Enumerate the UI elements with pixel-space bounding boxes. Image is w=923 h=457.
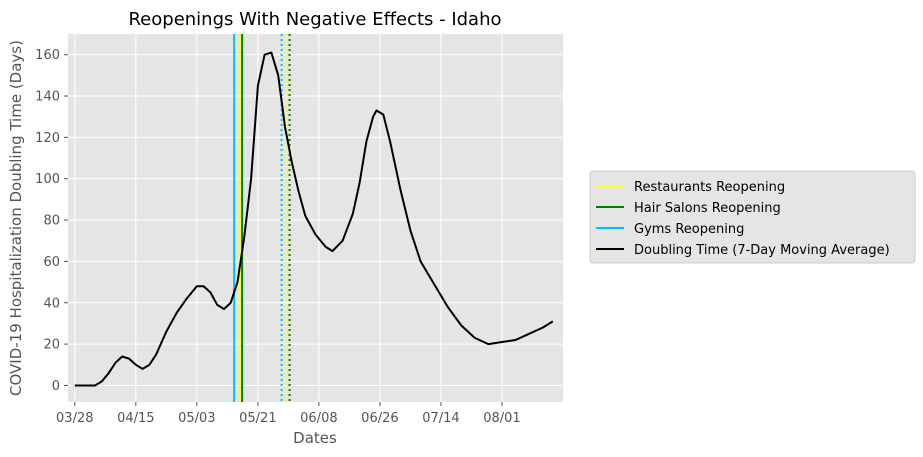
series-group (74, 51, 554, 387)
chart-title: Reopenings With Negative Effects - Idaho (128, 9, 501, 30)
y-axis-title: COVID-19 Hospitalization Doubling Time (… (7, 40, 25, 396)
x-tick-label: 07/14 (422, 411, 459, 426)
legend-label-hair-salons: Hair Salons Reopening (634, 201, 781, 216)
y-tick-labels: 0 20 40 60 80 100 120 140 160 (35, 48, 68, 394)
x-tick-label: 05/03 (178, 411, 215, 426)
legend-box (589, 170, 916, 264)
x-tick-label: 03/28 (56, 411, 93, 426)
y-tick-label: 120 (35, 131, 60, 146)
x-tick-labels: 03/28 04/15 05/03 05/21 06/08 06/26 07/14 08/01 (56, 402, 521, 426)
x-axis-title: Dates (293, 429, 337, 447)
grid (68, 34, 563, 402)
legend-label-doubling-time: Doubling Time (7-Day Moving Average) (634, 243, 890, 258)
y-tick-label: 0 (52, 379, 60, 394)
y-tick-label: 60 (43, 255, 60, 270)
legend-label-restaurants: Restaurants Reopening (634, 180, 785, 195)
x-tick-label: 08/01 (483, 411, 520, 426)
legend-label-gyms: Gyms Reopening (634, 222, 744, 237)
y-tick-label: 40 (43, 296, 60, 311)
x-tick-label: 04/15 (117, 411, 154, 426)
plot-background (68, 34, 563, 402)
y-tick-label: 140 (35, 90, 60, 105)
x-tick-label: 06/26 (361, 411, 398, 426)
series-line-doubling-time (74, 51, 554, 387)
y-tick-label: 160 (35, 48, 60, 63)
x-tick-label: 05/21 (239, 411, 276, 426)
y-tick-label: 80 (43, 214, 60, 229)
x-tick-label: 06/08 (300, 411, 337, 426)
legend: Restaurants Reopening Hair Salons Reopen… (589, 170, 916, 264)
y-tick-label: 100 (35, 172, 60, 187)
y-tick-label: 20 (43, 338, 60, 353)
